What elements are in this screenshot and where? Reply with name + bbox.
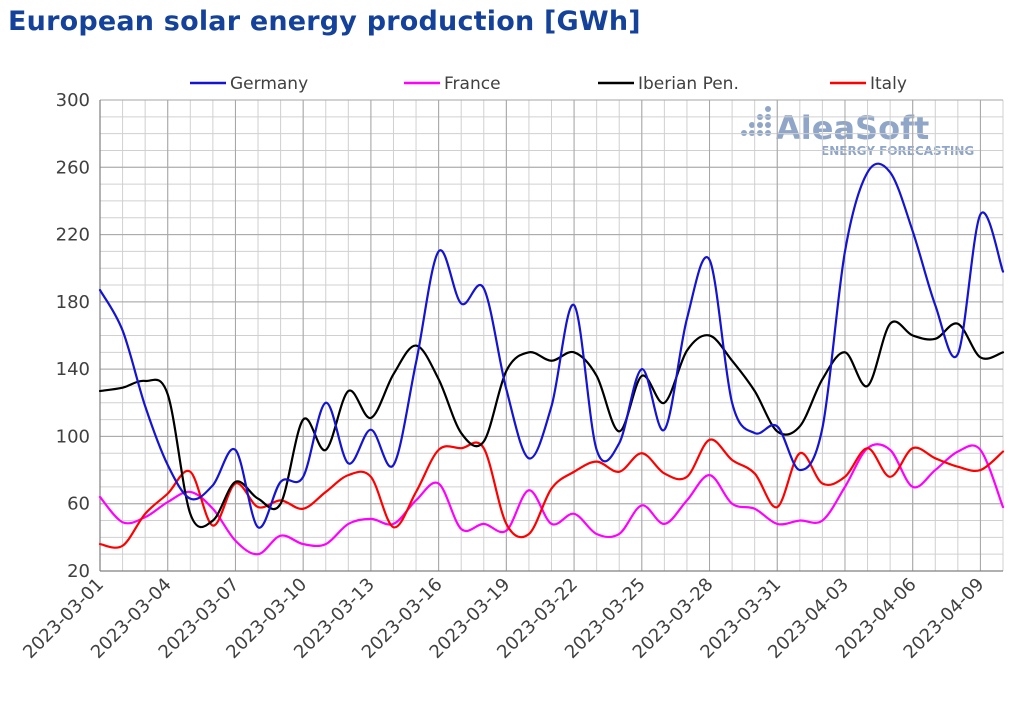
legend-label-italy: Italy bbox=[870, 74, 907, 94]
legend-label-iberian-pen: Iberian Pen. bbox=[638, 74, 739, 94]
logo-subtext: ENERGY FORECASTING bbox=[821, 144, 974, 158]
logo-text: AleaSoft bbox=[776, 109, 929, 147]
y-tick-label: 100 bbox=[56, 426, 90, 447]
axes: 20601001401802202603002023-03-012023-03-… bbox=[19, 90, 1003, 663]
y-tick-label: 300 bbox=[56, 90, 90, 111]
y-tick-label: 180 bbox=[56, 292, 90, 313]
legend-label-france: France bbox=[444, 74, 501, 94]
y-tick-label: 140 bbox=[56, 359, 90, 380]
y-tick-label: 60 bbox=[67, 494, 90, 515]
series-lines bbox=[98, 162, 1005, 556]
y-tick-label: 220 bbox=[56, 225, 90, 246]
legend-label-germany: Germany bbox=[230, 74, 308, 94]
chart-title: European solar energy production [GWh] bbox=[8, 6, 641, 37]
aleasoft-logo: AleaSoft ENERGY FORECASTING bbox=[741, 106, 974, 158]
legend: Germany France Iberian Pen. Italy bbox=[190, 74, 907, 94]
series-line-france bbox=[98, 443, 1005, 556]
y-tick-label: 260 bbox=[56, 157, 90, 178]
series-line-germany bbox=[98, 162, 1005, 529]
y-tick-label: 20 bbox=[67, 561, 90, 582]
